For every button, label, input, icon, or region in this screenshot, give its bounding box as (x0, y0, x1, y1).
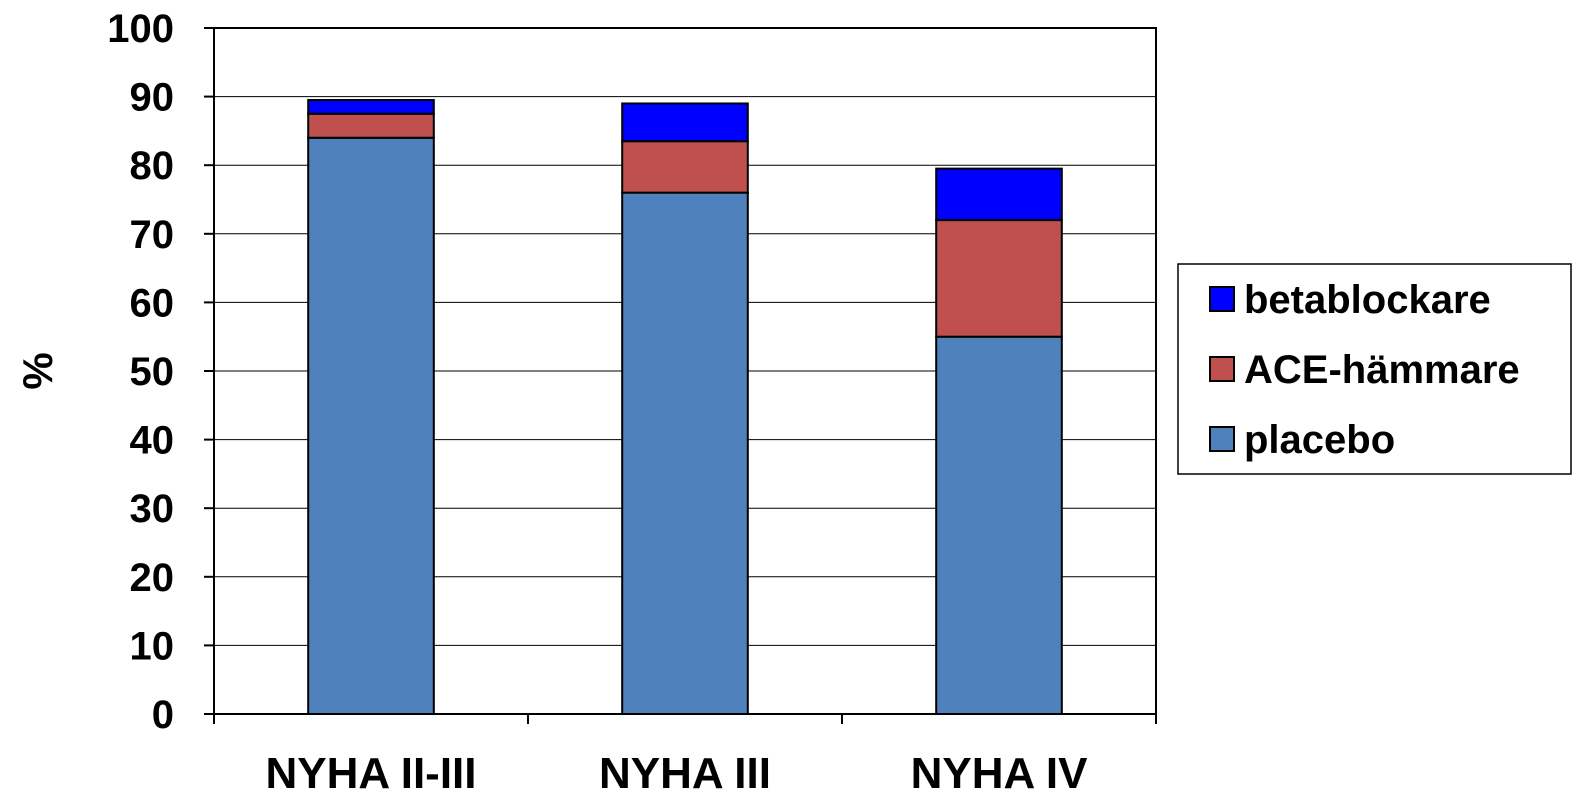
y-tick-label: 30 (130, 487, 175, 531)
y-tick-label: 0 (152, 693, 174, 737)
bar-segment-placebo (936, 337, 1062, 714)
legend: betablockare ACE-hämmare placebo (1178, 264, 1571, 474)
y-axis-label: % (14, 352, 61, 389)
y-tick-label: 90 (130, 76, 175, 120)
x-category-labels: NYHA II-III NYHA III NYHA IV (265, 749, 1088, 795)
legend-label: betablockare (1244, 278, 1491, 322)
bar-segment-placebo (308, 138, 434, 714)
y-tick-label: 100 (107, 7, 174, 51)
y-tick-label: 60 (130, 281, 175, 325)
y-tick-label: 10 (130, 624, 175, 668)
bar-segment-placebo (622, 193, 748, 714)
bar-segment-ace-h-mmare (308, 114, 434, 138)
x-category-label: NYHA II-III (265, 749, 476, 795)
bar-segment-ace-h-mmare (622, 141, 748, 192)
y-tick-label: 80 (130, 144, 175, 188)
y-tick-label: 50 (130, 350, 175, 394)
y-tick-label: 20 (130, 556, 175, 600)
x-category-label: NYHA III (599, 749, 771, 795)
legend-swatch (1210, 427, 1234, 451)
legend-swatch (1210, 357, 1234, 381)
bar-segment-betablockare (622, 103, 748, 141)
bars (308, 100, 1062, 714)
bar-segment-ace-h-mmare (936, 220, 1062, 337)
legend-label: placebo (1244, 418, 1395, 462)
x-category-label: NYHA IV (911, 749, 1088, 795)
bar-segment-betablockare (936, 169, 1062, 220)
y-tick-labels: 0 10 20 30 40 50 60 70 80 90 100 (107, 7, 174, 737)
y-tick-label: 40 (130, 419, 175, 463)
bar-segment-betablockare (308, 100, 434, 114)
legend-label: ACE-hämmare (1244, 348, 1520, 392)
y-tick-label: 70 (130, 213, 175, 257)
legend-swatch (1210, 287, 1234, 311)
